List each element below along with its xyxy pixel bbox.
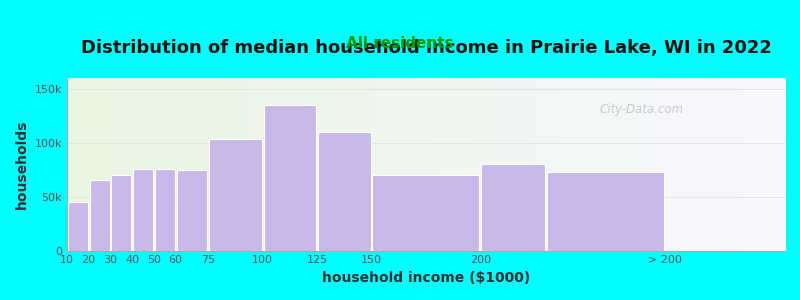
- Bar: [155, 169, 175, 250]
- Text: City-Data.com: City-Data.com: [599, 103, 683, 116]
- Y-axis label: households: households: [15, 120, 29, 209]
- Text: All residents: All residents: [346, 36, 454, 51]
- Bar: [90, 181, 110, 250]
- Bar: [177, 170, 207, 250]
- Bar: [373, 175, 479, 250]
- X-axis label: household income ($1000): household income ($1000): [322, 271, 530, 285]
- Bar: [68, 202, 88, 250]
- Bar: [264, 105, 316, 250]
- Bar: [546, 172, 665, 250]
- Title: Distribution of median household income in Prairie Lake, WI in 2022: Distribution of median household income …: [81, 39, 771, 57]
- Bar: [111, 175, 131, 250]
- Bar: [133, 169, 153, 250]
- Bar: [318, 132, 370, 250]
- Bar: [482, 164, 545, 250]
- Bar: [210, 140, 262, 250]
